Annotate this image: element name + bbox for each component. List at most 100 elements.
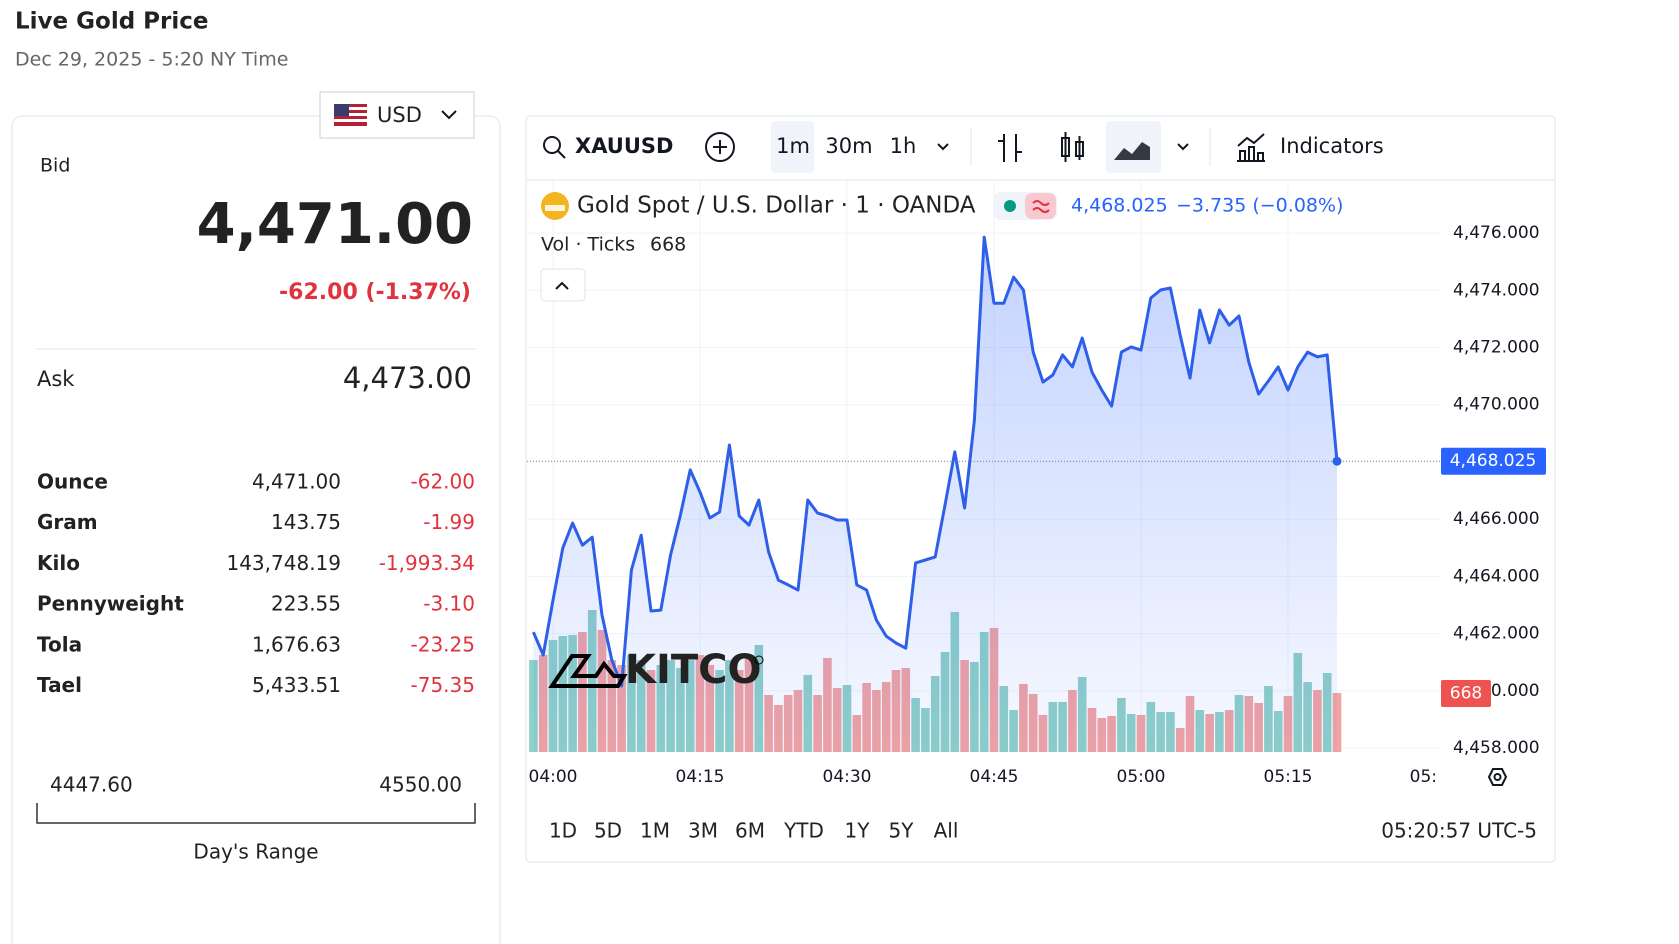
range-button[interactable]: 5Y: [889, 819, 915, 843]
unit-name: Gram: [37, 510, 98, 534]
range-high: 4550.00: [379, 773, 462, 797]
market-open-dot: [1004, 200, 1016, 212]
last-price: 4,468.025: [1071, 195, 1168, 217]
symbol-search[interactable]: XAUUSD: [543, 134, 673, 159]
unit-price: 143.75: [271, 510, 341, 534]
x-tick-label: 04:45: [970, 767, 1019, 787]
range-label: Day's Range: [193, 840, 318, 864]
range-button[interactable]: 1D: [549, 819, 577, 843]
unit-table: Ounce 4,471.00 -62.00 Gram 143.75 -1.99 Kilo 14…: [37, 470, 475, 698]
unit-price: 4,471.00: [252, 470, 341, 494]
y-tick-label: 4,466.000: [1453, 509, 1540, 529]
interval-active-bg: [771, 121, 814, 173]
ask-value: 4,473.00: [343, 361, 472, 395]
range-bar-chart: 05:20:57 UTC-5 1D 5D 1M 3M 6M YTD 1Y 5Y All: [549, 768, 1537, 843]
unit-name: Tola: [37, 632, 82, 656]
volume-badge-label: 668: [1450, 683, 1482, 703]
logo-text: KITCO: [625, 647, 762, 693]
range-button[interactable]: 1M: [640, 819, 670, 843]
x-tick-label: 05:: [1410, 767, 1437, 787]
unit-name: Pennyweight: [37, 592, 184, 616]
range-button[interactable]: YTD: [783, 819, 824, 843]
bid-value: 4,471.00: [197, 192, 473, 257]
unit-change: -62.00: [411, 470, 475, 494]
collapse-chevron: [555, 281, 569, 290]
price-card: [11, 115, 501, 944]
x-tick-label: 04:15: [676, 767, 725, 787]
bid-change: -62.00 (-1.37%): [279, 280, 471, 305]
logo-registered: [754, 655, 764, 665]
unit-name: Kilo: [37, 551, 80, 575]
volume-badge: [1441, 679, 1491, 707]
plot-area: [527, 181, 1440, 753]
unit-change: -1,993.34: [379, 551, 475, 575]
volume-legend: Vol · Ticks: [541, 234, 635, 256]
range-button[interactable]: All: [934, 819, 959, 843]
toolbar: XAUUSD 1m 30m 1h Indicators: [543, 121, 1384, 173]
indicators-label[interactable]: Indicators: [1280, 134, 1384, 158]
us-flag: [334, 104, 367, 126]
x-tick-label: 05:15: [1264, 767, 1313, 787]
volume-last: 668: [650, 234, 686, 256]
unit-change: -75.35: [411, 673, 475, 697]
price-badge-label: 4,468.025: [1450, 451, 1537, 471]
price-change: −3.735 (−0.08%): [1176, 195, 1343, 217]
y-tick-label: 4,474.000: [1453, 280, 1540, 300]
area-style-icon[interactable]: [1114, 142, 1150, 160]
price-axis: 4,476.000 4,474.000 4,472.000 4,470.000 4,46…: [1453, 223, 1540, 758]
unit-price: 223.55: [271, 592, 341, 616]
volume-bar: [529, 660, 538, 752]
symbol-logo-bar: [545, 205, 565, 211]
indicators-button[interactable]: Indicators: [1237, 133, 1384, 162]
interval-button[interactable]: 30m: [825, 134, 872, 158]
unit-price: 143,748.19: [226, 551, 341, 575]
candle-style-icon[interactable]: [1061, 132, 1084, 162]
page-subtitle: Dec 29, 2025 - 5:20 NY Time: [15, 49, 288, 71]
unit-change: -3.10: [423, 592, 475, 616]
y-tick-label: 4,472.000: [1453, 337, 1540, 357]
price-badge: [1441, 447, 1546, 475]
range-button[interactable]: 5D: [594, 819, 622, 843]
delayed-icon: [1032, 200, 1050, 213]
clock: 05:20:57 UTC-5: [1381, 819, 1537, 843]
bar-style-icon[interactable]: [998, 134, 1022, 162]
unit-name: Tael: [37, 673, 82, 697]
y-tick-label: 4,458.000: [1453, 738, 1540, 758]
range-low: 4447.60: [50, 773, 133, 797]
symbol[interactable]: XAUUSD: [575, 134, 673, 158]
delayed-badge: [1025, 193, 1056, 219]
price-line: [532, 235, 1339, 688]
unit-name: Ounce: [37, 470, 108, 494]
chevron: [441, 110, 457, 120]
unit-change: -1.99: [423, 510, 475, 534]
range-button[interactable]: 6M: [735, 819, 765, 843]
range-button[interactable]: 1Y: [845, 819, 871, 843]
ask-label: Ask: [37, 367, 75, 391]
y-tick-label: 4,470.000: [1453, 395, 1540, 415]
unit-change: -23.25: [411, 632, 475, 656]
unit-price: 1,676.63: [252, 632, 341, 656]
page-title: Live Gold Price: [15, 9, 209, 35]
chart-title: Gold Spot / U.S. Dollar · 1 · OANDA: [577, 193, 976, 219]
price-area: [533, 237, 1337, 753]
x-tick-label: 05:00: [1117, 767, 1166, 787]
interval-chevron[interactable]: [937, 143, 949, 151]
logo-mark: [548, 654, 628, 688]
axis-settings-dot: [1493, 773, 1502, 781]
interval-button[interactable]: 1h: [890, 134, 917, 158]
interval-button[interactable]: 1m: [776, 134, 810, 158]
style-chevron[interactable]: [1177, 143, 1189, 151]
x-tick-label: 04:30: [823, 767, 872, 787]
compare-button[interactable]: [705, 132, 735, 162]
style-active-bg: [1106, 121, 1161, 173]
last-point: [1332, 456, 1342, 466]
axis-settings[interactable]: [1487, 768, 1508, 786]
currency-dropdown[interactable]: USD: [319, 91, 475, 139]
y-tick-label: 4,476.000: [1453, 223, 1540, 243]
y-tick-label: 4,464.000: [1453, 566, 1540, 586]
range-button[interactable]: 3M: [688, 819, 718, 843]
watermark: KITCO: [548, 647, 764, 693]
chart-legend: Gold Spot / U.S. Dollar · 1 · OANDA 4,46…: [540, 192, 1343, 302]
currency-label[interactable]: USD: [377, 103, 422, 127]
